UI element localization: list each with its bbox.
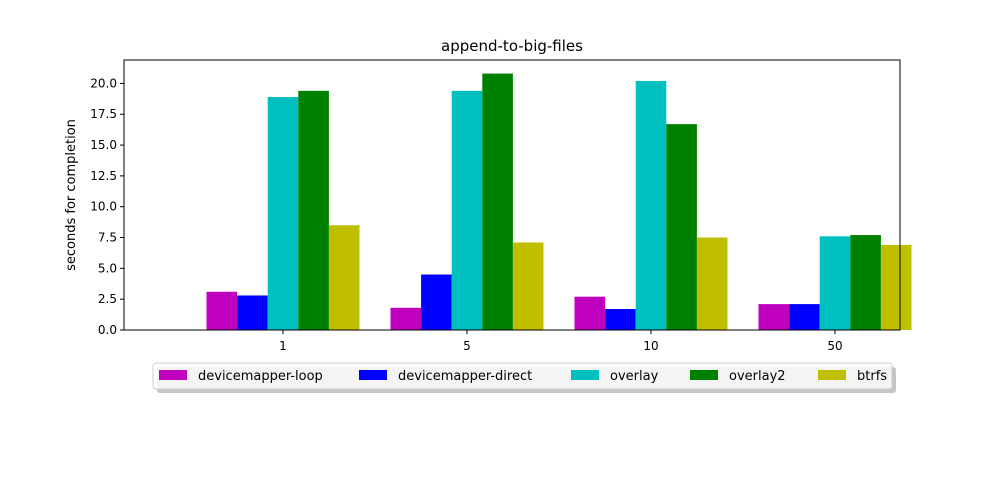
bar-devicemapper-loop-5 xyxy=(390,307,422,330)
bar-overlay2-5 xyxy=(482,73,513,330)
bar-devicemapper-loop-1 xyxy=(206,291,238,330)
bar-overlay2-50 xyxy=(850,235,881,330)
legend-swatch-overlay2 xyxy=(690,370,718,380)
bar-btrfs-10 xyxy=(696,237,728,330)
x-ticks: 1 5 10 50 xyxy=(279,330,843,353)
legend-swatch-devicemapper-direct xyxy=(359,370,387,380)
y-tick-label: 7.5 xyxy=(98,231,117,245)
legend-box xyxy=(152,362,893,390)
bar-btrfs-50 xyxy=(880,244,912,330)
x-tick-label: 1 xyxy=(279,339,287,353)
x-tick-label: 5 xyxy=(463,339,471,353)
bars-group xyxy=(206,73,912,331)
legend-label-devicemapper-loop: devicemapper-loop xyxy=(198,369,323,384)
y-tick-label: 5.0 xyxy=(98,261,117,275)
bar-overlay-5 xyxy=(451,90,483,330)
legend-swatch-overlay xyxy=(571,370,599,380)
bar-devicemapper-direct-50 xyxy=(789,304,820,330)
bar-btrfs-1 xyxy=(328,225,360,330)
y-ticks: 0.0 2.5 5.0 7.5 10.0 12.5 15.0 17.5 20.0 xyxy=(90,76,124,337)
chart-title: append-to-big-files xyxy=(441,37,583,55)
legend-label-overlay: overlay xyxy=(610,369,659,384)
bar-devicemapper-direct-10 xyxy=(605,309,636,330)
legend-label-devicemapper-direct: devicemapper-direct xyxy=(398,369,532,384)
y-tick-label: 17.5 xyxy=(90,107,117,121)
bar-overlay2-1 xyxy=(298,90,329,330)
plot-frame xyxy=(123,59,901,331)
legend-label-overlay2: overlay2 xyxy=(729,369,786,384)
y-tick-label: 0.0 xyxy=(98,323,117,337)
y-tick-label: 12.5 xyxy=(90,169,117,183)
bar-overlay-50 xyxy=(819,236,851,330)
y-tick-label: 20.0 xyxy=(90,76,117,90)
bar-devicemapper-loop-50 xyxy=(758,304,790,330)
y-tick-label: 15.0 xyxy=(90,138,117,152)
bar-devicemapper-loop-10 xyxy=(574,296,606,330)
legend-label-btrfs: btrfs xyxy=(857,369,887,384)
bar-devicemapper-direct-5 xyxy=(421,274,452,330)
legend-items: devicemapper-loop devicemapper-direct over… xyxy=(159,369,887,384)
legend-swatch-btrfs xyxy=(818,370,846,380)
y-tick-label: 10.0 xyxy=(90,200,117,214)
bar-devicemapper-direct-1 xyxy=(237,295,268,330)
y-axis-label: seconds for completion xyxy=(64,119,79,271)
bar-overlay-1 xyxy=(267,96,299,330)
bar-overlay2-10 xyxy=(666,124,697,330)
bar-btrfs-5 xyxy=(512,242,544,330)
bar-overlay-10 xyxy=(635,80,667,331)
legend: devicemapper-loop devicemapper-direct over… xyxy=(152,362,896,393)
x-tick-label: 10 xyxy=(643,339,658,353)
legend-swatch-devicemapper-loop xyxy=(159,370,187,380)
y-tick-label: 2.5 xyxy=(98,292,117,306)
x-tick-label: 50 xyxy=(827,339,842,353)
